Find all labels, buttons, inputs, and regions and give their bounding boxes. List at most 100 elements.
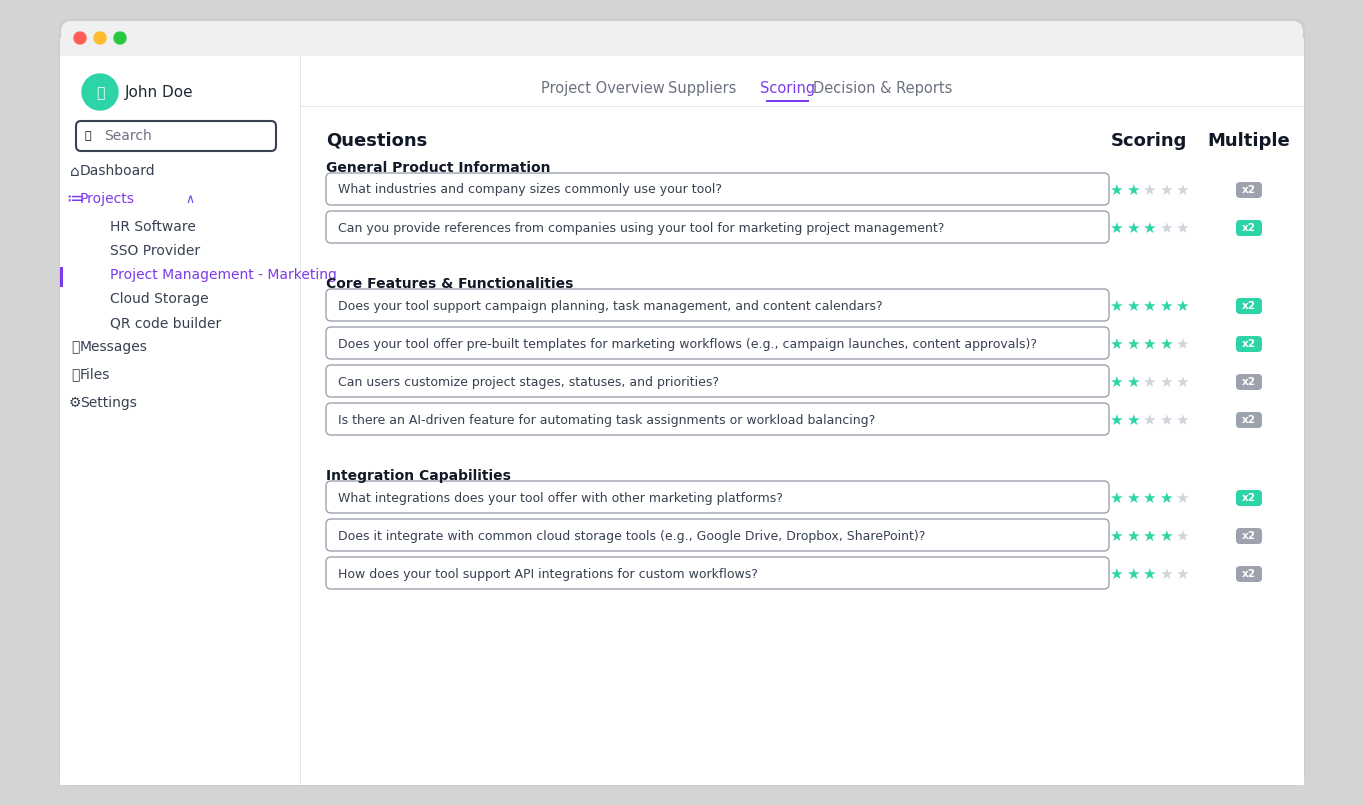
- Text: x2: x2: [1243, 223, 1256, 233]
- Text: How does your tool support API integrations for custom workflows?: How does your tool support API integrati…: [338, 568, 758, 580]
- Text: ★: ★: [1109, 567, 1123, 581]
- Text: Files: Files: [80, 368, 110, 382]
- Text: Multiple: Multiple: [1207, 132, 1290, 150]
- Text: ★: ★: [1142, 374, 1155, 390]
- FancyBboxPatch shape: [326, 211, 1109, 243]
- Circle shape: [82, 74, 119, 110]
- Text: ★: ★: [1109, 299, 1123, 313]
- Text: Decision & Reports: Decision & Reports: [813, 80, 952, 96]
- Text: Scoring: Scoring: [1110, 132, 1187, 150]
- Text: ★: ★: [1142, 183, 1155, 197]
- Text: Project Overview: Project Overview: [540, 80, 664, 96]
- Bar: [301, 106, 1304, 107]
- Bar: [60, 38, 1304, 56]
- FancyBboxPatch shape: [1236, 182, 1262, 198]
- Text: ★: ★: [1142, 412, 1155, 427]
- Text: Cloud Storage: Cloud Storage: [110, 292, 209, 306]
- FancyBboxPatch shape: [1236, 220, 1262, 236]
- Bar: [765, 100, 809, 102]
- Text: Core Features & Functionalities: Core Features & Functionalities: [326, 277, 573, 291]
- Text: ★: ★: [1125, 567, 1139, 581]
- Text: ★: ★: [1158, 529, 1172, 543]
- Text: What integrations does your tool offer with other marketing platforms?: What integrations does your tool offer w…: [338, 492, 783, 505]
- Text: Does your tool support campaign planning, task management, and content calendars: Does your tool support campaign planning…: [338, 299, 883, 312]
- Text: ★: ★: [1125, 490, 1139, 506]
- FancyBboxPatch shape: [326, 403, 1109, 435]
- Text: x2: x2: [1243, 415, 1256, 425]
- Text: x2: x2: [1243, 185, 1256, 195]
- Text: ★: ★: [1158, 490, 1172, 506]
- Text: ★: ★: [1176, 412, 1189, 427]
- Text: ★: ★: [1158, 299, 1172, 313]
- Text: ★: ★: [1142, 567, 1155, 581]
- Text: ★: ★: [1158, 183, 1172, 197]
- FancyBboxPatch shape: [326, 173, 1109, 205]
- FancyBboxPatch shape: [1236, 336, 1262, 352]
- Text: ★: ★: [1125, 299, 1139, 313]
- Text: Scoring: Scoring: [760, 80, 816, 96]
- Text: ≔: ≔: [65, 190, 85, 208]
- Text: ★: ★: [1176, 529, 1189, 543]
- Text: ★: ★: [1158, 374, 1172, 390]
- Text: ★: ★: [1109, 490, 1123, 506]
- FancyBboxPatch shape: [76, 121, 276, 151]
- Text: John Doe: John Doe: [125, 85, 194, 100]
- Text: ★: ★: [1125, 336, 1139, 352]
- Text: ∧: ∧: [186, 192, 195, 205]
- Text: Messages: Messages: [80, 340, 147, 354]
- Text: ★: ★: [1176, 221, 1189, 236]
- Text: ★: ★: [1125, 374, 1139, 390]
- Text: QR code builder: QR code builder: [110, 316, 221, 330]
- Text: 👤: 👤: [95, 86, 104, 100]
- Text: ⌂: ⌂: [70, 163, 80, 179]
- Text: ★: ★: [1125, 412, 1139, 427]
- Text: x2: x2: [1243, 493, 1256, 503]
- Text: ★: ★: [1158, 567, 1172, 581]
- FancyBboxPatch shape: [1236, 374, 1262, 390]
- Text: Integration Capabilities: Integration Capabilities: [326, 469, 512, 483]
- Text: Search: Search: [104, 129, 151, 143]
- Text: ★: ★: [1176, 299, 1189, 313]
- Text: SSO Provider: SSO Provider: [110, 244, 201, 258]
- Text: 🔍: 🔍: [85, 131, 91, 141]
- Circle shape: [94, 32, 106, 44]
- Circle shape: [115, 32, 125, 44]
- Text: 💬: 💬: [71, 340, 79, 354]
- Text: ★: ★: [1109, 183, 1123, 197]
- Text: Project Management - Marketing: Project Management - Marketing: [110, 268, 337, 282]
- Text: ★: ★: [1142, 529, 1155, 543]
- FancyBboxPatch shape: [326, 519, 1109, 551]
- Text: ★: ★: [1109, 374, 1123, 390]
- Text: ★: ★: [1125, 183, 1139, 197]
- Text: Dashboard: Dashboard: [80, 164, 155, 178]
- Text: Does your tool offer pre-built templates for marketing workflows (e.g., campaign: Does your tool offer pre-built templates…: [338, 337, 1037, 350]
- FancyBboxPatch shape: [1236, 298, 1262, 314]
- FancyBboxPatch shape: [326, 289, 1109, 321]
- Text: ★: ★: [1109, 221, 1123, 236]
- FancyBboxPatch shape: [60, 20, 1304, 56]
- Text: 📁: 📁: [71, 368, 79, 382]
- Bar: [60, 56, 300, 785]
- Bar: [301, 56, 1304, 785]
- FancyBboxPatch shape: [1236, 412, 1262, 428]
- Text: x2: x2: [1243, 339, 1256, 349]
- Text: ★: ★: [1176, 374, 1189, 390]
- Text: ★: ★: [1109, 529, 1123, 543]
- FancyBboxPatch shape: [326, 481, 1109, 513]
- Text: ★: ★: [1109, 412, 1123, 427]
- Text: Settings: Settings: [80, 396, 136, 410]
- FancyBboxPatch shape: [1236, 566, 1262, 582]
- Text: Can users customize project stages, statuses, and priorities?: Can users customize project stages, stat…: [338, 375, 719, 389]
- Text: ★: ★: [1109, 336, 1123, 352]
- Text: ★: ★: [1125, 529, 1139, 543]
- Text: Questions: Questions: [326, 132, 427, 150]
- Text: x2: x2: [1243, 301, 1256, 311]
- Text: ⚙: ⚙: [68, 396, 82, 410]
- Text: ★: ★: [1125, 221, 1139, 236]
- Text: Does it integrate with common cloud storage tools (e.g., Google Drive, Dropbox, : Does it integrate with common cloud stor…: [338, 530, 925, 543]
- Text: ★: ★: [1176, 336, 1189, 352]
- Text: x2: x2: [1243, 377, 1256, 387]
- Text: ★: ★: [1176, 183, 1189, 197]
- Text: x2: x2: [1243, 531, 1256, 541]
- Text: ★: ★: [1142, 221, 1155, 236]
